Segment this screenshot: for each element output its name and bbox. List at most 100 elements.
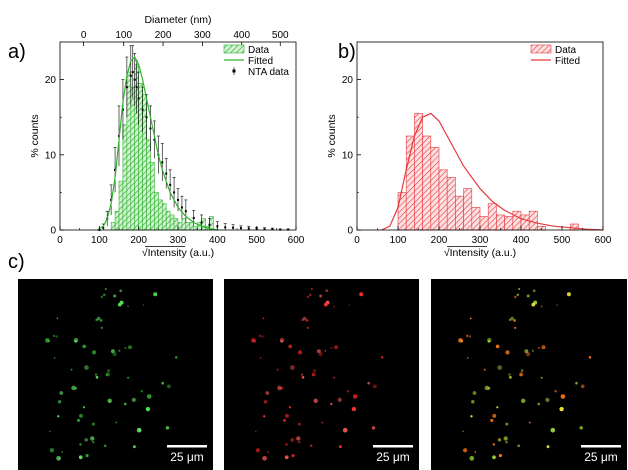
top-xtick-label-1: 100	[115, 30, 132, 41]
xtick-label-b-2: 200	[431, 235, 448, 246]
particle-dot	[579, 426, 583, 430]
particle-dot	[262, 317, 265, 320]
particle-dot	[469, 455, 475, 461]
particle-dot	[492, 413, 497, 418]
particle-dot	[131, 397, 136, 403]
particle-dot	[318, 351, 323, 357]
xtick-label-a-2: 200	[130, 235, 147, 246]
particle-dot	[123, 402, 127, 406]
scale-bar-0	[167, 445, 207, 448]
particle-dot	[556, 304, 558, 306]
particle-dot	[124, 346, 127, 349]
ytick-label-a-1: 10	[45, 150, 57, 161]
particle-dot	[301, 376, 305, 379]
nta-point-32	[247, 227, 250, 230]
xtick-label-a-4: 400	[209, 235, 226, 246]
particle-dot	[263, 400, 268, 404]
particle-dot	[265, 391, 270, 395]
particle-dot	[469, 317, 472, 320]
scale-bar-label-0: 25 μm	[170, 450, 204, 464]
particle-dot	[519, 372, 524, 377]
particle-dot	[153, 292, 158, 297]
particle-dot	[333, 305, 336, 308]
xtick-label-a-5: 500	[248, 235, 265, 246]
particle-dot	[487, 340, 491, 343]
particle-dot	[321, 421, 324, 424]
particle-dot	[127, 305, 130, 308]
particle-dot	[61, 451, 63, 453]
particle-dot	[288, 406, 292, 409]
xtick-label-a-3: 300	[170, 235, 187, 246]
particle-dot	[127, 376, 130, 379]
particle-dot	[79, 443, 82, 446]
particle-dot	[337, 397, 342, 403]
particle-dot	[267, 451, 269, 453]
particle-dot	[520, 369, 524, 372]
bar-a-19	[185, 222, 191, 231]
particle-dot	[359, 292, 364, 297]
micrograph-green-channel: 25 μm	[18, 279, 213, 470]
bar-a-1	[114, 210, 120, 231]
ytick-label-b-1: 10	[342, 150, 354, 161]
particle-dot	[309, 444, 313, 448]
particle-dot	[497, 365, 503, 370]
particle-dot	[104, 288, 107, 290]
particle-dot	[70, 368, 73, 371]
bar-b-18	[569, 223, 579, 231]
particle-dot	[373, 384, 377, 389]
bar-b-0	[397, 192, 407, 231]
xtick-label-b-4: 400	[513, 235, 530, 246]
particle-dot	[297, 440, 301, 444]
particle-dot	[91, 350, 97, 355]
xtick-label-a-6: 600	[288, 235, 305, 246]
bar-a-11	[154, 192, 159, 231]
nta-point-30	[232, 226, 235, 229]
particle-dot	[76, 418, 81, 422]
nta-point-35	[271, 228, 274, 231]
particle-dot	[325, 289, 329, 293]
particle-dot	[329, 402, 333, 406]
particle-dot	[113, 294, 117, 298]
particle-dot	[132, 445, 136, 449]
particle-dot	[510, 316, 514, 321]
particle-dot	[334, 345, 338, 350]
bar-a-10	[150, 162, 155, 231]
bar-b-13	[504, 216, 514, 231]
particle-dot	[165, 426, 170, 430]
nta-point-18	[161, 161, 164, 164]
particle-dot	[546, 445, 550, 449]
particle-dot	[528, 421, 531, 424]
particle-dot	[466, 357, 469, 359]
particle-dot	[338, 445, 342, 449]
particle-dot	[495, 344, 500, 349]
particle-dot	[107, 369, 110, 372]
particle-dot	[84, 438, 88, 442]
nta-point-19	[165, 172, 168, 175]
particle-dot	[119, 289, 123, 293]
top-xtick-label-4: 400	[233, 30, 250, 41]
particle-dot	[296, 436, 301, 441]
bar-a-5	[130, 86, 136, 231]
micrograph-row: 25 μm 25 μm 25 μm	[18, 279, 627, 470]
legend-label-b-1: Fitted	[555, 56, 580, 67]
micrograph-red-channel: 25 μm	[224, 279, 419, 470]
chart-b: 0 100 200 300 400 500 600 0 10 20 √Intensity (a.u.…	[326, 41, 612, 259]
particle-dot	[513, 319, 516, 322]
particle-dot	[503, 436, 508, 441]
particle-dot	[107, 398, 112, 403]
particle-dot	[55, 335, 58, 338]
ytick-label-a-2: 20	[45, 75, 57, 86]
particle-dot	[146, 394, 152, 399]
particle-dot	[492, 455, 496, 460]
fitted-curve-a	[97, 56, 218, 231]
x-axis-title-b: √Intensity (a.u.)	[444, 247, 516, 259]
nta-point-22	[177, 198, 179, 201]
particle-dot	[313, 369, 316, 372]
particle-dot	[514, 326, 517, 329]
nta-point-6	[121, 108, 124, 111]
particle-dot	[105, 372, 110, 377]
particle-dot	[518, 288, 521, 290]
particle-dot	[282, 418, 287, 422]
particle-dot	[505, 350, 510, 355]
